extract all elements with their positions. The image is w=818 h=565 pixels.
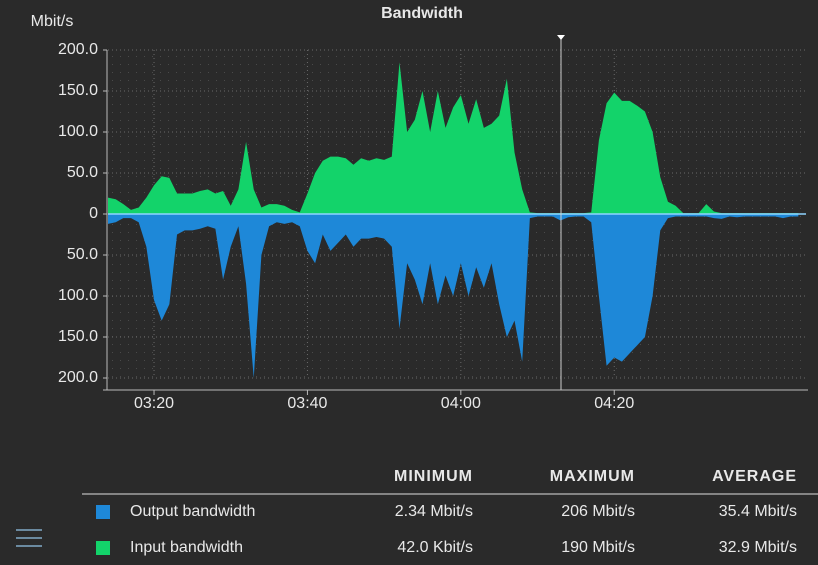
now-marker-head [557, 35, 565, 40]
table-cell: 206 Mbit/s [561, 503, 635, 520]
y-tick-label: 200.0 [58, 369, 98, 386]
y-tick-label: 100.0 [58, 123, 98, 140]
y-tick-label: 100.0 [58, 287, 98, 304]
table-header: AVERAGE [712, 468, 797, 485]
table-header: MINIMUM [394, 468, 473, 485]
table-cell: 42.0 Kbit/s [397, 539, 473, 556]
y-tick-label: 0 [89, 205, 98, 222]
x-tick-label: 03:20 [134, 395, 174, 412]
x-tick-label: 03:40 [287, 395, 327, 412]
table-cell: 190 Mbit/s [561, 539, 635, 556]
legend-swatch [96, 541, 110, 555]
table-cell: 35.4 Mbit/s [719, 503, 797, 520]
y-axis-label: Mbit/s [31, 13, 74, 30]
y-tick-label: 50.0 [67, 164, 98, 181]
x-tick-label: 04:20 [594, 395, 634, 412]
y-tick-label: 200.0 [58, 41, 98, 58]
legend-label: Input bandwidth [130, 539, 243, 556]
legend-swatch [96, 505, 110, 519]
y-tick-label: 150.0 [58, 82, 98, 99]
menu-icon[interactable] [16, 529, 42, 547]
x-tick-label: 04:00 [441, 395, 481, 412]
table-cell: 2.34 Mbit/s [395, 503, 473, 520]
area [108, 62, 799, 214]
area [108, 214, 799, 378]
table-cell: 32.9 Mbit/s [719, 539, 797, 556]
table-header: MAXIMUM [550, 468, 635, 485]
chart-title: Bandwidth [381, 5, 463, 22]
plot [108, 49, 806, 379]
legend-label: Output bandwidth [130, 503, 255, 520]
y-tick-label: 50.0 [67, 246, 98, 263]
y-tick-label: 150.0 [58, 328, 98, 345]
